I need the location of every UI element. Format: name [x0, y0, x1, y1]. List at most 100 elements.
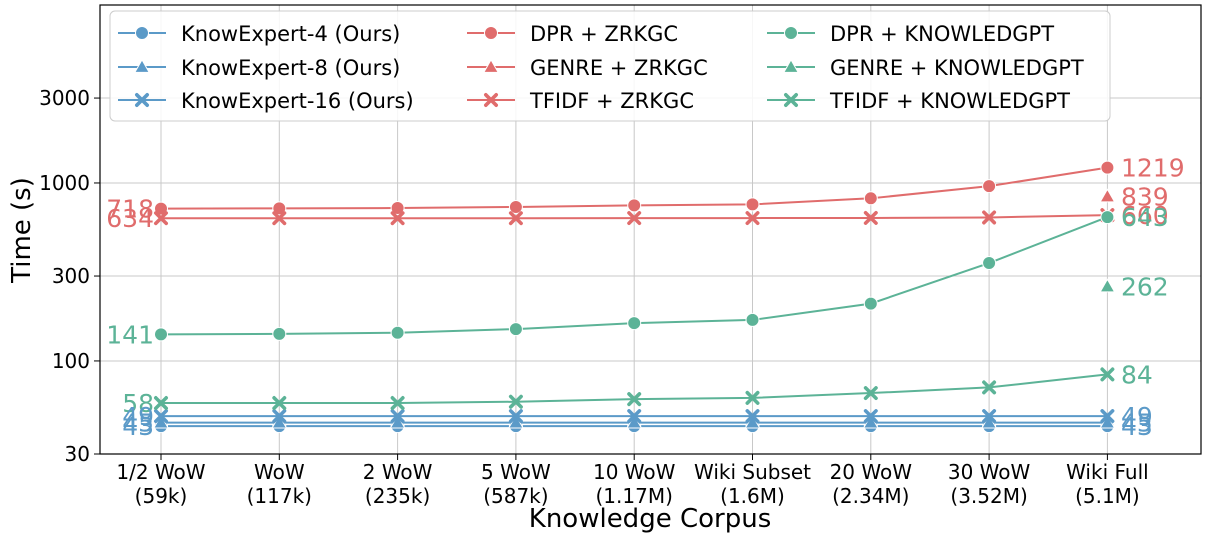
data-point [1099, 188, 1116, 203]
legend-item: KnowExpert-16 (Ours) [118, 89, 414, 113]
data-point [1100, 160, 1115, 175]
series-2 [154, 409, 1115, 424]
annotation-right: 660 [1121, 201, 1169, 230]
data-point-stroke-b [1100, 367, 1115, 382]
data-point-stroke-b [982, 210, 997, 225]
data-point [863, 296, 878, 311]
legend-item: GENRE + ZRKGC [467, 56, 708, 80]
annotation-right: 1219 [1121, 154, 1185, 183]
data-point [508, 409, 523, 424]
x-tick-label: Wiki Full (5.1M) [1066, 460, 1149, 508]
data-point-stroke-b [627, 211, 642, 226]
data-point [390, 201, 405, 216]
legend-marker-stroke-b [483, 93, 499, 107]
data-point [745, 390, 760, 405]
data-point-stroke-b [627, 392, 642, 407]
y-axis-title: Time (s) [7, 177, 37, 284]
data-point [863, 191, 878, 206]
y-tick-label: 100 [52, 349, 90, 373]
legend-label: TFIDF + KNOWLEDGPT [829, 89, 1070, 113]
x-tick-label: 5 WoW (587k) [481, 460, 551, 508]
data-point-stroke-b [390, 211, 405, 226]
annotation-right: 839 [1121, 183, 1169, 212]
data-point [272, 409, 287, 424]
x-tick-label-line2: (117k) [247, 484, 312, 508]
annotation-left: 49 [122, 402, 154, 431]
series-4 [1099, 188, 1116, 203]
annotation-left: 43 [122, 412, 154, 441]
data-point-stroke-b [272, 211, 287, 226]
data-point [508, 211, 523, 226]
data-point [627, 316, 642, 331]
x-tick-label-line2: (59k) [135, 484, 188, 508]
data-point [863, 409, 878, 424]
data-point-stroke-b [390, 409, 405, 424]
data-point [863, 210, 878, 225]
legend-item: TFIDF + KNOWLEDGPT [767, 89, 1070, 113]
data-point [272, 396, 287, 411]
legend-marker [782, 58, 800, 73]
data-point-stroke-b [863, 210, 878, 225]
x-tick-label-line1: 10 WoW [593, 460, 676, 484]
legend-marker-stroke-b [135, 93, 149, 107]
data-point [272, 201, 287, 216]
data-point [154, 409, 168, 424]
data-point [982, 179, 997, 194]
data-point-stroke-b [982, 409, 997, 424]
data-point-stroke-b [745, 211, 760, 226]
series-7 [1099, 278, 1116, 293]
legend-item: GENRE + KNOWLEDGPT [767, 56, 1084, 80]
data-point [390, 409, 405, 424]
legend-marker-stroke-b [783, 93, 799, 107]
x-tick-label: 10 WoW (1.17M) [593, 460, 676, 508]
legend-marker [133, 58, 151, 73]
legend-label: KnowExpert-8 (Ours) [181, 56, 400, 80]
data-point-stroke-b [1100, 409, 1115, 424]
data-point-stroke-b [272, 409, 287, 424]
x-tick-label-line1: WoW [254, 460, 305, 484]
series-3 [154, 160, 1115, 216]
y-tick-label: 3000 [39, 86, 90, 110]
legend-marker [483, 93, 499, 107]
data-point [627, 409, 642, 424]
x-tick-label-line1: 2 WoW [363, 460, 433, 484]
data-point [745, 312, 760, 327]
legend-label: TFIDF + ZRKGC [529, 89, 694, 113]
data-point [627, 198, 642, 213]
data-point-stroke-b [745, 409, 760, 424]
series-8 [154, 367, 1115, 411]
legend-label: DPR + KNOWLEDGPT [830, 22, 1054, 46]
x-tick-label: 2 WoW (235k) [363, 460, 433, 508]
annotation-left: 58 [122, 389, 154, 418]
y-tick-label: 1000 [39, 171, 90, 195]
data-point-stroke-b [154, 409, 168, 424]
legend-label: KnowExpert-16 (Ours) [181, 89, 414, 113]
data-point [508, 199, 523, 214]
data-point [863, 386, 878, 401]
annotation-right: 643 [1121, 203, 1169, 232]
legend-item: KnowExpert-4 (Ours) [118, 22, 400, 46]
x-tick-label-line2: (3.52M) [950, 484, 1027, 508]
legend-marker [783, 93, 799, 107]
series-5 [154, 208, 1115, 226]
x-tick-label-line2: (1.6M) [720, 484, 785, 508]
data-point [272, 211, 287, 226]
data-point-stroke-b [272, 396, 287, 411]
annotation-left: 634 [106, 204, 154, 233]
x-tick-label-line2: (5.1M) [1075, 484, 1140, 508]
x-tick-label-line2: (235k) [365, 484, 430, 508]
x-tick-label: WoW (117k) [247, 460, 312, 508]
data-point [154, 396, 168, 411]
plot-frame [99, 4, 1202, 455]
data-point [508, 322, 523, 337]
data-point-stroke-b [863, 386, 878, 401]
data-point [390, 396, 405, 411]
data-point [982, 380, 997, 395]
series-layer [152, 160, 1116, 434]
annotation-right: 43 [1121, 412, 1153, 441]
x-tick-label-line1: 30 WoW [948, 460, 1031, 484]
data-point [627, 211, 642, 226]
legend-label: KnowExpert-4 (Ours) [181, 22, 400, 46]
annotation-right: 262 [1121, 272, 1169, 301]
